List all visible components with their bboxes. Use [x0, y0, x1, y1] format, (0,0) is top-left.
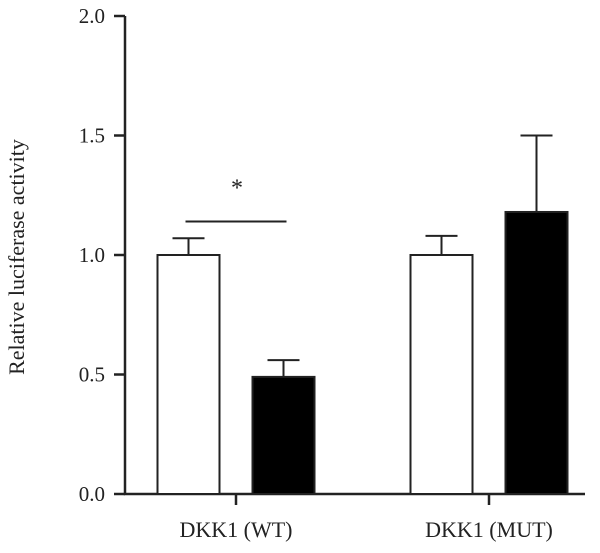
y-tick-label: 0.5: [79, 363, 105, 387]
y-tick-label: 0.0: [79, 482, 105, 506]
bar: [409, 254, 474, 495]
bar: [251, 375, 316, 496]
y-axis-title: Relative luciferase activity: [4, 139, 29, 375]
x-tick-label: DKK1 (MUT): [425, 517, 553, 542]
x-tick-label: DKK1 (WT): [179, 517, 292, 542]
y-tick-label: 1.0: [79, 243, 105, 267]
y-tick-label: 1.5: [79, 124, 105, 148]
bar: [156, 254, 221, 495]
significance-marker: *: [231, 176, 243, 202]
y-tick-label: 2.0: [79, 4, 105, 28]
bar: [504, 210, 569, 495]
